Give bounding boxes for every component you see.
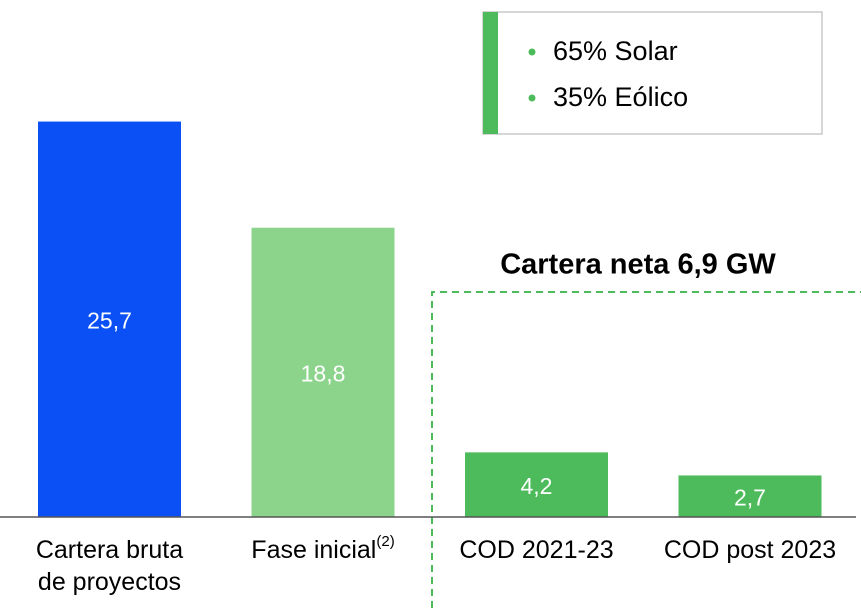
value-label: 18,8 [301,360,346,386]
bar [678,475,822,517]
bar [251,227,395,517]
bracket [431,291,861,608]
bracket-label: Cartera neta 6,9 GW [500,249,776,281]
value-label: 2,7 [734,484,766,510]
x-tick-label: Cartera bruta de proyectos [36,536,183,596]
info-box [482,11,823,135]
bullet [528,48,536,56]
bullet [528,94,536,102]
box-item: 35% Eólico [553,82,688,112]
footnote-marker: (2) [376,533,394,550]
box-item: 65% Solar [553,36,678,66]
bar [38,121,181,517]
x-tick-label: COD post 2023 [664,536,836,564]
bar [465,452,608,517]
x-tick-label: COD 2021-23 [459,536,613,564]
value-label: 4,2 [521,473,553,499]
x-tick-label-text: Fase inicial [251,536,376,564]
info-box-strip [483,12,498,134]
x-tick-label: Fase inicial(2) [251,533,394,564]
value-label: 25,7 [87,307,132,333]
